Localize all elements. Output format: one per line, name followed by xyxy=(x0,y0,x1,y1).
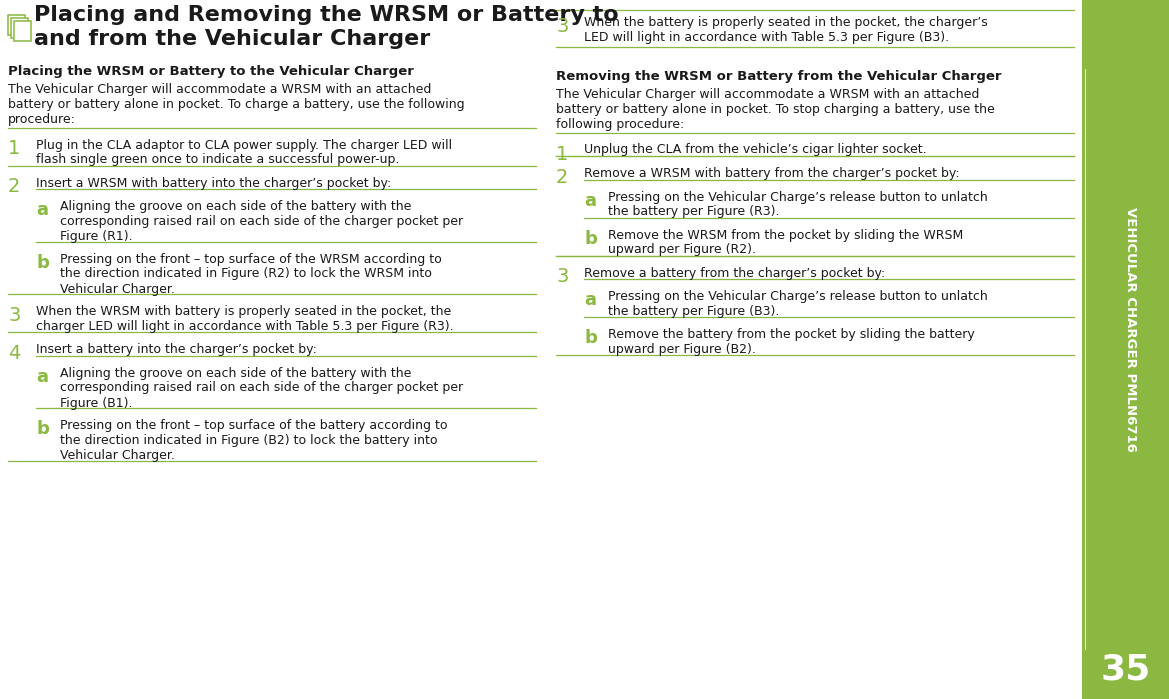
FancyBboxPatch shape xyxy=(8,15,25,35)
Text: VEHICULAR CHARGER PMLN6716: VEHICULAR CHARGER PMLN6716 xyxy=(1125,207,1137,452)
Text: The Vehicular Charger will accommodate a WRSM with an attached
battery or batter: The Vehicular Charger will accommodate a… xyxy=(556,88,995,131)
Text: Pressing on the Vehicular Charge’s release button to unlatch
the battery per Fig: Pressing on the Vehicular Charge’s relea… xyxy=(608,191,988,219)
Text: 3: 3 xyxy=(556,268,568,287)
Text: Remove a WRSM with battery from the charger’s pocket by:: Remove a WRSM with battery from the char… xyxy=(584,167,960,180)
FancyBboxPatch shape xyxy=(14,21,32,41)
Text: b: b xyxy=(36,254,49,271)
Text: Unplug the CLA from the vehicle’s cigar lighter socket.: Unplug the CLA from the vehicle’s cigar … xyxy=(584,143,927,157)
Text: 35: 35 xyxy=(1100,652,1150,686)
Text: When the battery is properly seated in the pocket, the charger’s
LED will light : When the battery is properly seated in t… xyxy=(584,16,988,44)
Text: Placing and Removing the WRSM or Battery to
and from the Vehicular Charger: Placing and Removing the WRSM or Battery… xyxy=(34,5,618,49)
Text: b: b xyxy=(36,420,49,438)
Text: Aligning the groove on each side of the battery with the
corresponding raised ra: Aligning the groove on each side of the … xyxy=(60,366,463,410)
Text: b: b xyxy=(584,229,597,247)
Text: Insert a battery into the charger’s pocket by:: Insert a battery into the charger’s pock… xyxy=(36,343,317,356)
Bar xyxy=(1082,0,1169,699)
Text: a: a xyxy=(584,291,596,309)
Text: 4: 4 xyxy=(8,344,20,363)
Text: The Vehicular Charger will accommodate a WRSM with an attached
battery or batter: The Vehicular Charger will accommodate a… xyxy=(8,83,464,126)
Text: Placing the WRSM or Battery to the Vehicular Charger: Placing the WRSM or Battery to the Vehic… xyxy=(8,65,414,78)
Text: a: a xyxy=(36,201,48,219)
Text: a: a xyxy=(584,192,596,210)
Text: 1: 1 xyxy=(556,145,568,164)
Text: Aligning the groove on each side of the battery with the
corresponding raised ra: Aligning the groove on each side of the … xyxy=(60,200,463,243)
Text: When the WRSM with battery is properly seated in the pocket, the
charger LED wil: When the WRSM with battery is properly s… xyxy=(36,305,454,333)
Text: Pressing on the front – top surface of the WRSM according to
the direction indic: Pressing on the front – top surface of t… xyxy=(60,252,442,296)
Text: 3: 3 xyxy=(8,306,20,325)
Text: 2: 2 xyxy=(556,168,568,187)
Text: Insert a WRSM with battery into the charger’s pocket by:: Insert a WRSM with battery into the char… xyxy=(36,177,392,189)
FancyBboxPatch shape xyxy=(11,18,28,38)
Text: b: b xyxy=(584,329,597,347)
Text: Pressing on the Vehicular Charge’s release button to unlatch
the battery per Fig: Pressing on the Vehicular Charge’s relea… xyxy=(608,290,988,318)
Text: Remove the battery from the pocket by sliding the battery
upward per Figure (B2): Remove the battery from the pocket by sl… xyxy=(608,328,975,356)
Text: Remove a battery from the charger’s pocket by:: Remove a battery from the charger’s pock… xyxy=(584,266,885,280)
Text: Plug in the CLA adaptor to CLA power supply. The charger LED will
flash single g: Plug in the CLA adaptor to CLA power sup… xyxy=(36,138,452,166)
Text: 1: 1 xyxy=(8,140,20,159)
Text: 3: 3 xyxy=(556,17,568,36)
Text: a: a xyxy=(36,368,48,386)
Text: 2: 2 xyxy=(8,178,20,196)
Text: Pressing on the front – top surface of the battery according to
the direction in: Pressing on the front – top surface of t… xyxy=(60,419,448,462)
Text: Remove the WRSM from the pocket by sliding the WRSM
upward per Figure (R2).: Remove the WRSM from the pocket by slidi… xyxy=(608,229,963,257)
Text: Removing the WRSM or Battery from the Vehicular Charger: Removing the WRSM or Battery from the Ve… xyxy=(556,70,1002,83)
